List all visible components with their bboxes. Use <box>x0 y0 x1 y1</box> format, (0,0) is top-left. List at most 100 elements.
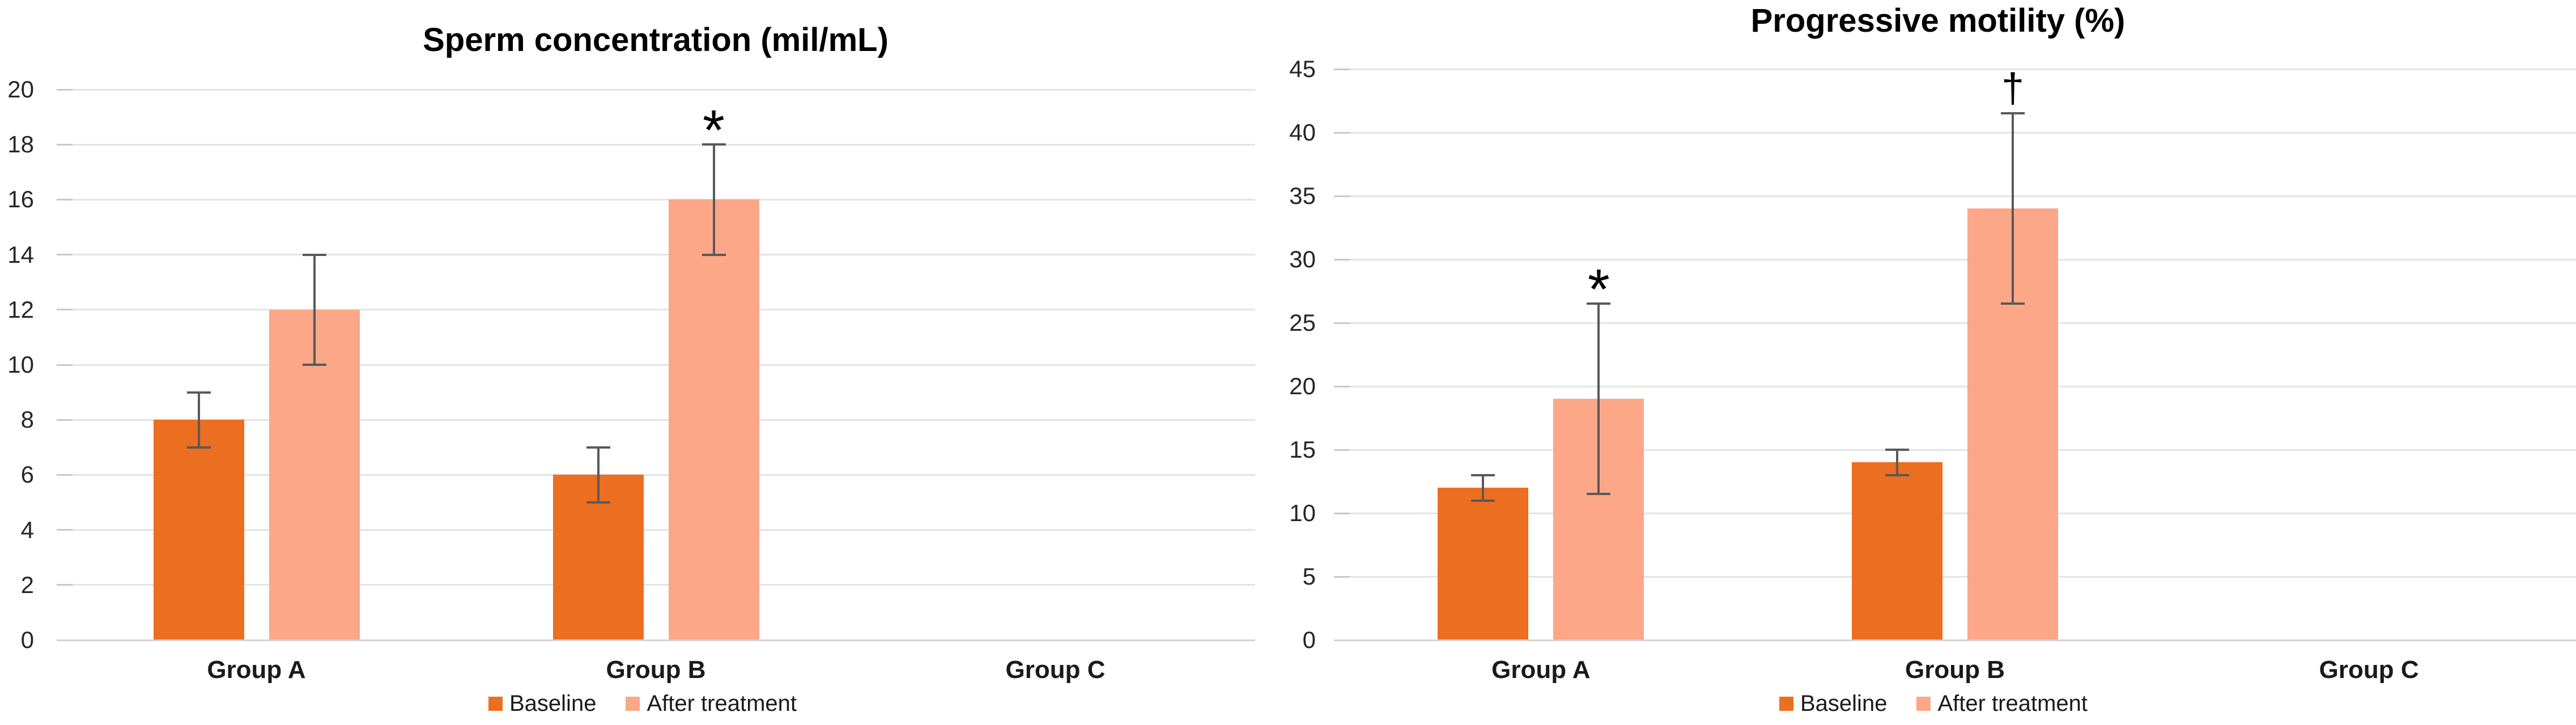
legend-item-baseline: Baseline <box>488 691 596 717</box>
x-axis-line <box>57 639 1255 641</box>
legend-item-after-treatment: After treatment <box>1916 691 2088 717</box>
legend: Baseline After treatment <box>488 691 797 717</box>
gridline <box>1334 258 2576 261</box>
gridline <box>57 474 1255 476</box>
axis-tick <box>57 198 73 201</box>
gridline <box>1334 322 2576 324</box>
axis-tick <box>1334 68 1350 70</box>
x-axis-label-group-c: Group C <box>1005 656 1106 684</box>
gridline <box>57 88 1255 91</box>
y-axis-label: 30 <box>1289 246 1316 272</box>
gridline <box>57 143 1255 146</box>
error-bar <box>2012 113 2014 304</box>
axis-tick <box>57 529 73 531</box>
y-axis-label: 14 <box>7 241 34 268</box>
bar-after-treatment-group-b <box>668 199 759 640</box>
error-bar-cap <box>1587 493 1611 496</box>
legend-label-baseline: Baseline <box>1800 691 1888 716</box>
gridline <box>1334 449 2576 451</box>
y-axis-label: 45 <box>1289 56 1316 82</box>
error-bar-cap <box>2001 302 2025 305</box>
gridline <box>57 419 1255 421</box>
x-axis-label-group-b: Group B <box>1905 656 2005 684</box>
y-axis-label: 2 <box>20 571 34 598</box>
chart-title: Progressive motility (%) <box>1750 2 2126 39</box>
significance-marker: * <box>1587 258 1610 322</box>
gridline <box>1334 195 2576 197</box>
legend-label-after-treatment: After treatment <box>1937 691 2088 716</box>
gridline <box>1334 131 2576 134</box>
chart-title: Sperm concentration (mil/mL) <box>423 22 889 58</box>
axis-tick <box>57 309 73 311</box>
error-bar <box>1482 475 1485 501</box>
bar-baseline-group-a <box>1438 488 1529 640</box>
y-axis-label: 6 <box>20 461 34 488</box>
error-bar <box>197 392 200 447</box>
axis-tick <box>57 419 73 421</box>
legend-swatch-after-treatment-icon <box>1916 697 1931 711</box>
gridline <box>57 364 1255 366</box>
y-axis-label: 0 <box>1302 626 1316 653</box>
y-axis-label: 20 <box>7 76 34 103</box>
error-bar-cap <box>702 143 726 146</box>
x-axis-label-group-a: Group A <box>207 656 306 684</box>
gridline <box>1334 68 2576 70</box>
legend-swatch-baseline-icon <box>488 697 503 711</box>
gridline <box>57 254 1255 256</box>
gridline <box>57 198 1255 201</box>
bar-baseline-group-b <box>1852 462 1942 640</box>
legend: Baseline After treatment <box>1779 691 2088 717</box>
error-bar <box>1597 304 1600 494</box>
legend-swatch-after-treatment-icon <box>626 697 640 711</box>
error-bar-cap <box>1471 499 1495 502</box>
error-bar <box>712 144 715 255</box>
y-axis-label: 16 <box>7 186 34 213</box>
error-bar-cap <box>1587 302 1611 305</box>
y-axis-label: 10 <box>1289 500 1316 526</box>
gridline <box>1334 575 2576 578</box>
legend-item-after-treatment: After treatment <box>626 691 797 717</box>
gridline <box>1334 385 2576 387</box>
x-axis-line <box>1334 639 2576 641</box>
gridline <box>57 309 1255 311</box>
error-bar-cap <box>1885 449 1909 451</box>
error-bar-cap <box>302 253 326 256</box>
significance-marker: * <box>703 99 725 163</box>
y-axis-label: 10 <box>7 351 34 378</box>
legend-swatch-baseline-icon <box>1779 697 1793 711</box>
x-axis-label-group-a: Group A <box>1491 656 1591 684</box>
error-bar-cap <box>1885 474 1909 476</box>
axis-tick <box>1334 449 1350 451</box>
axis-tick <box>57 584 73 586</box>
axis-tick <box>57 88 73 91</box>
legend-item-baseline: Baseline <box>1779 691 1887 717</box>
legend-label-after-treatment: After treatment <box>647 691 797 716</box>
axis-tick <box>1334 385 1350 387</box>
y-axis-label: 5 <box>1302 563 1316 590</box>
axis-tick <box>1334 322 1350 324</box>
y-axis-label: 15 <box>1289 436 1316 463</box>
axis-tick <box>1334 575 1350 578</box>
y-axis-label: 40 <box>1289 119 1316 146</box>
axis-tick <box>1334 195 1350 197</box>
error-bar-cap <box>186 391 211 394</box>
error-bar-cap <box>586 446 610 449</box>
axis-tick <box>57 143 73 146</box>
y-axis-label: 20 <box>1289 373 1316 399</box>
y-axis-label: 25 <box>1289 309 1316 336</box>
error-bar-cap <box>586 501 610 504</box>
legend-label-baseline: Baseline <box>509 691 597 716</box>
y-axis-label: 4 <box>20 516 34 543</box>
y-axis-label: 18 <box>7 131 34 158</box>
gridline <box>57 529 1255 531</box>
error-bar-cap <box>186 446 211 449</box>
bar-baseline-group-a <box>153 420 244 640</box>
significance-marker: † <box>2001 66 2025 112</box>
y-axis-label: 0 <box>20 626 34 653</box>
error-bar <box>1896 450 1898 475</box>
error-bar <box>597 447 600 502</box>
axis-tick <box>1334 131 1350 134</box>
axis-tick <box>57 364 73 366</box>
